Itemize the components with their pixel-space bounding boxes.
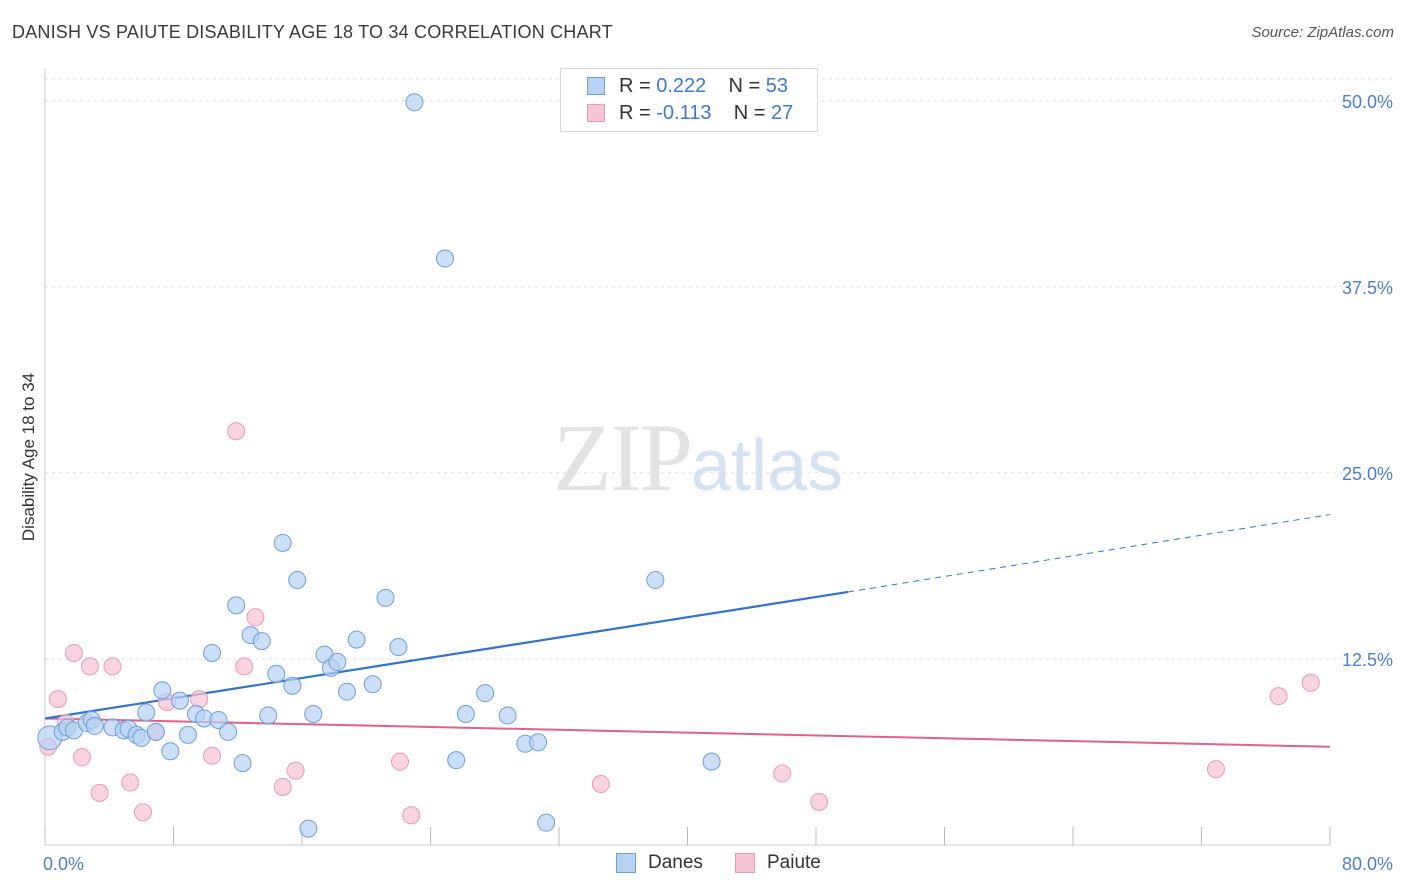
watermark-zip: ZIP [553, 404, 693, 511]
danes-point-13 [146, 722, 165, 741]
axes [44, 68, 1330, 846]
y-tick-label-3: 50.0% [1342, 92, 1393, 112]
danes-point-46 [476, 684, 495, 703]
paiute-trend-line [44, 717, 1331, 748]
x-tick-label-max: 80.0% [1342, 854, 1393, 874]
paiute-point-21 [591, 774, 610, 793]
danes-point-44 [447, 751, 466, 770]
source-label: Source: ZipAtlas.com [1251, 24, 1394, 41]
paiute-r-label: R = [619, 102, 657, 124]
danes-point-37 [337, 682, 356, 701]
danes-point-41 [389, 638, 408, 657]
x-ticks [44, 827, 1331, 845]
danes-point-32 [299, 819, 318, 838]
y-tick-label-2: 37.5% [1342, 278, 1393, 298]
danes-point-43 [435, 249, 454, 268]
trend-lines [44, 514, 1331, 748]
danes-point-47 [498, 706, 517, 725]
y-tick-labels: 12.5% 25.0% 37.5% 50.0% [1342, 92, 1393, 670]
danes-point-51 [646, 571, 665, 590]
paiute-point-13 [203, 746, 222, 765]
paiute-point-25 [1269, 687, 1288, 706]
paiute-point-1 [48, 690, 67, 709]
danes-point-49 [529, 733, 548, 752]
danes-r-value: 0.222 [656, 75, 707, 97]
paiute-point-12 [190, 690, 209, 709]
danes-point-30 [283, 676, 302, 695]
danes-r-label: R = [619, 75, 657, 97]
danes-point-15 [161, 742, 180, 761]
danes-point-20 [203, 643, 222, 662]
x-tick-label-min: 0.0% [43, 854, 84, 874]
paiute-r-value: -0.113 [656, 102, 712, 124]
danes-point-29 [273, 533, 292, 552]
danes-point-50 [537, 813, 556, 832]
paiute-point-7 [103, 657, 122, 676]
danes-point-39 [363, 675, 382, 694]
paiute-points [39, 422, 1320, 825]
bottom-danes-label: Danes [648, 852, 703, 873]
paiute-point-24 [1206, 760, 1225, 779]
danes-point-22 [219, 722, 238, 741]
danes-point-16 [170, 691, 189, 710]
paiute-point-14 [227, 422, 246, 441]
y-tick-label-1: 25.0% [1342, 464, 1393, 484]
danes-point-42 [405, 93, 424, 112]
danes-point-24 [233, 754, 252, 773]
chart-title: DANISH VS PAIUTE DISABILITY AGE 18 TO 34… [12, 22, 613, 42]
paiute-point-3 [64, 643, 83, 662]
paiute-point-17 [273, 777, 292, 796]
danes-point-26 [252, 632, 271, 651]
danes-point-52 [702, 752, 721, 771]
watermark: ZIPatlas [553, 402, 843, 513]
paiute-point-23 [810, 792, 829, 811]
danes-point-31 [288, 571, 307, 590]
danes-stats: R = 0.222 N = 53 [619, 75, 788, 98]
danes-n-label: N = [728, 75, 766, 97]
danes-point-17 [178, 725, 197, 744]
paiute-point-4 [72, 748, 91, 767]
y-axis-label: Disability Age 18 to 34 [19, 373, 38, 541]
danes-points [37, 93, 721, 838]
danes-point-38 [347, 630, 366, 649]
danes-point-21 [209, 710, 228, 729]
paiute-point-6 [90, 783, 109, 802]
paiute-point-5 [80, 657, 99, 676]
y-tick-label-0: 12.5% [1342, 650, 1393, 670]
paiute-point-22 [773, 764, 792, 783]
paiute-n-label: N = [733, 102, 771, 124]
paiute-point-18 [286, 761, 305, 780]
danes-point-12 [137, 703, 156, 722]
danes-point-36 [328, 652, 347, 671]
paiute-n-value: 27 [770, 102, 794, 124]
paiute-swatch [587, 104, 605, 122]
stats-legend: R = 0.222 N = 53 R = -0.113 N = 27 [560, 68, 818, 132]
danes-n-value: 53 [765, 75, 789, 97]
bottom-paiute-label: Paiute [767, 852, 821, 873]
paiute-point-9 [133, 803, 152, 822]
danes-point-6 [85, 716, 104, 735]
paiute-point-15 [235, 657, 254, 676]
danes-point-27 [259, 706, 278, 725]
paiute-point-16 [246, 608, 265, 627]
danes-point-23 [227, 596, 246, 615]
danes-trend-extension [848, 514, 1331, 593]
paiute-point-8 [121, 773, 140, 792]
paiute-stats: R = -0.113 N = 27 [619, 102, 793, 125]
danes-point-45 [456, 705, 475, 724]
paiute-point-26 [1301, 673, 1320, 692]
paiute-point-20 [402, 806, 421, 825]
bottom-danes-swatch [616, 853, 636, 873]
danes-point-33 [304, 705, 323, 724]
danes-swatch [587, 77, 605, 95]
grid-lines [45, 78, 1393, 660]
bottom-paiute-swatch [735, 853, 755, 873]
danes-point-14 [153, 681, 172, 700]
watermark-atlas: atlas [691, 426, 844, 506]
danes-point-28 [267, 664, 286, 683]
paiute-point-19 [390, 752, 409, 771]
danes-point-40 [376, 588, 395, 607]
